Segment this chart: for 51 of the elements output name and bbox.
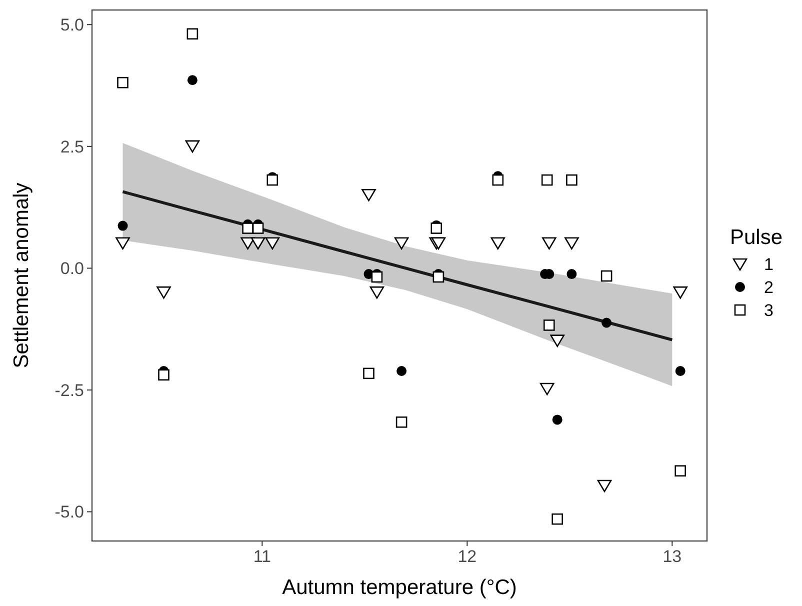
- point: [552, 414, 562, 425]
- point: [430, 222, 442, 234]
- point: [266, 174, 278, 186]
- legend-label: 2: [764, 278, 774, 297]
- point: [600, 270, 612, 282]
- point: [250, 237, 266, 250]
- point: [242, 222, 254, 234]
- point: [240, 237, 255, 250]
- point: [675, 366, 686, 376]
- point: [492, 174, 504, 186]
- point: [550, 334, 564, 347]
- point: [540, 382, 554, 396]
- point: [542, 237, 556, 250]
- legend-label: 1: [764, 254, 774, 274]
- point: [396, 366, 407, 376]
- line-series: [121, 190, 674, 342]
- legend-title: Pulse: [730, 226, 783, 249]
- point: [564, 237, 579, 250]
- y-tick-label: -5.0: [54, 502, 84, 522]
- point: [602, 318, 612, 328]
- point: [432, 271, 444, 283]
- legend-label: 3: [764, 300, 774, 320]
- y-tick-label: -2.5: [54, 380, 84, 400]
- point: [158, 369, 170, 381]
- point: [186, 28, 198, 40]
- x-tick-label: 13: [662, 547, 682, 566]
- point: [566, 269, 577, 280]
- y-axis-title: Settlement anomaly: [10, 182, 33, 368]
- x-tick-label: 11: [253, 547, 271, 566]
- point: [252, 222, 264, 234]
- point: [371, 271, 383, 283]
- point: [544, 320, 555, 331]
- point: [541, 174, 553, 186]
- point: [396, 416, 408, 428]
- point: [156, 286, 171, 299]
- point: [187, 75, 198, 86]
- point: [118, 220, 128, 231]
- y-tick-label: 2.5: [60, 137, 84, 156]
- point: [116, 237, 130, 250]
- point: [597, 480, 612, 492]
- y-tick-label: 0.0: [60, 259, 84, 278]
- x-axis-title: Autumn temperature (°C): [282, 576, 517, 599]
- y-tick-label: 5.0: [60, 16, 84, 35]
- point: [265, 237, 280, 250]
- point: [362, 188, 376, 202]
- point: [185, 140, 200, 153]
- point: [370, 286, 384, 299]
- point: [394, 237, 409, 250]
- point: [673, 286, 688, 299]
- x-tick-label: 12: [458, 547, 477, 566]
- point: [490, 237, 506, 250]
